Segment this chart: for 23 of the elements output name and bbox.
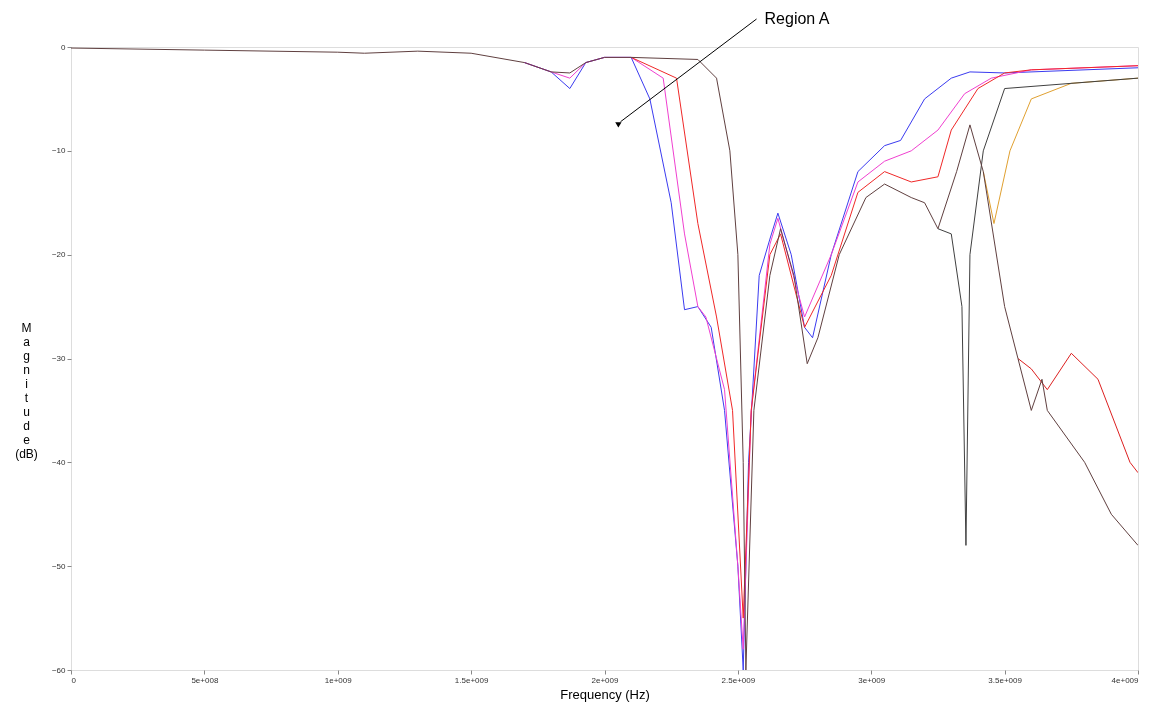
- y-tick-label: −40: [51, 457, 67, 467]
- x-tick-label: 1.5e+009: [454, 675, 489, 685]
- x-tick-label: 2e+009: [591, 675, 620, 685]
- y-tick-label: −30: [51, 354, 67, 363]
- y-tick-label: −50: [51, 561, 67, 571]
- y-tick-label: −20: [51, 250, 67, 260]
- x-tick-label: 5e+008: [191, 675, 219, 685]
- line-series: [937, 77, 1138, 546]
- x-tick-label: 1e+009: [324, 675, 353, 685]
- x-tick-label: 2.5e+009: [721, 675, 756, 685]
- line-series: [71, 47, 1138, 670]
- x-tick-label: 4e+009: [1111, 675, 1140, 685]
- y-tick-label: −60: [51, 665, 67, 675]
- x-tick-label: 3e+009: [858, 675, 886, 685]
- y-tick-label: 0: [61, 42, 67, 52]
- x-tick-label: 0: [71, 675, 77, 685]
- y-tick-label: −10: [51, 146, 67, 156]
- line-series: [1017, 352, 1138, 474]
- line-series: [630, 56, 1138, 619]
- x-axis-title: Frequency (Hz): [560, 686, 650, 702]
- text: Magnitude (dB): [15, 320, 38, 461]
- x-tick-label: 3.5e+009: [988, 675, 1023, 685]
- text: Region A: [764, 10, 830, 27]
